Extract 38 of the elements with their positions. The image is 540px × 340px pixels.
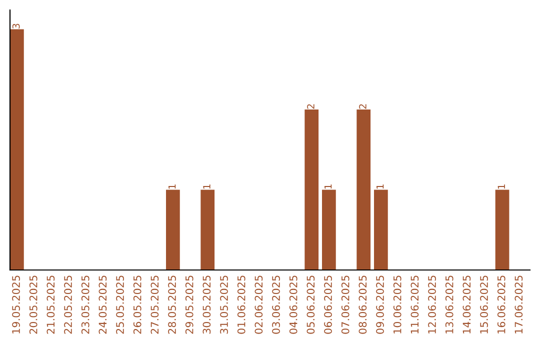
x-tick-label: 26.05.2025 bbox=[133, 276, 142, 334]
x-tick-label: 02.06.2025 bbox=[254, 276, 263, 334]
x-tick-label: 29.05.2025 bbox=[185, 276, 194, 334]
x-tick-label: 31.05.2025 bbox=[220, 276, 228, 334]
data-label: 1 bbox=[376, 184, 384, 189]
x-tick-label: 17.06.2025 bbox=[514, 276, 523, 334]
x-tick-label: 24.05.2025 bbox=[98, 276, 107, 334]
x-tick-label: 12.06.2025 bbox=[428, 276, 436, 334]
data-label: 2 bbox=[359, 104, 366, 109]
x-tick-label: 20.05.2025 bbox=[29, 276, 38, 334]
x-tick-label: 13.06.2025 bbox=[445, 276, 454, 334]
x-tick-label: 25.05.2025 bbox=[116, 276, 124, 334]
x-tick-label: 08.06.2025 bbox=[358, 276, 367, 334]
data-label: 1 bbox=[498, 184, 505, 189]
x-tick-label: 28.05.2025 bbox=[168, 276, 176, 334]
data-label: 1 bbox=[168, 184, 176, 189]
x-tick-label: 04.06.2025 bbox=[289, 276, 298, 334]
x-tick-label: 19.05.2025 bbox=[12, 276, 20, 334]
x-tick-label: 15.06.2025 bbox=[480, 276, 488, 334]
x-tick-label: 09.06.2025 bbox=[376, 276, 384, 334]
x-tick-label: 05.06.2025 bbox=[306, 276, 315, 334]
data-label: 1 bbox=[203, 184, 210, 189]
x-tick-label: 27.05.2025 bbox=[150, 276, 159, 334]
x-tick-label: 22.05.2025 bbox=[64, 276, 72, 334]
x-tick-label: 10.06.2025 bbox=[393, 276, 402, 334]
data-label: 1 bbox=[324, 184, 332, 189]
x-tick-label: 14.06.2025 bbox=[462, 276, 471, 334]
x-tick-label: 30.05.2025 bbox=[202, 276, 211, 334]
x-tick-label: 16.06.2025 bbox=[497, 276, 506, 334]
x-tick-label: 01.06.2025 bbox=[237, 276, 246, 334]
x-tick-label: 03.06.2025 bbox=[272, 276, 280, 334]
data-label: 3 bbox=[12, 24, 20, 29]
x-tick-label: 11.06.2025 bbox=[410, 276, 419, 334]
x-tick-label: 23.05.2025 bbox=[81, 276, 90, 334]
x-tick-label: 06.06.2025 bbox=[324, 276, 332, 334]
x-tick-label: 07.06.2025 bbox=[341, 276, 350, 334]
x-tick-label: 21.05.2025 bbox=[46, 276, 55, 334]
data-label: 2 bbox=[307, 104, 314, 109]
